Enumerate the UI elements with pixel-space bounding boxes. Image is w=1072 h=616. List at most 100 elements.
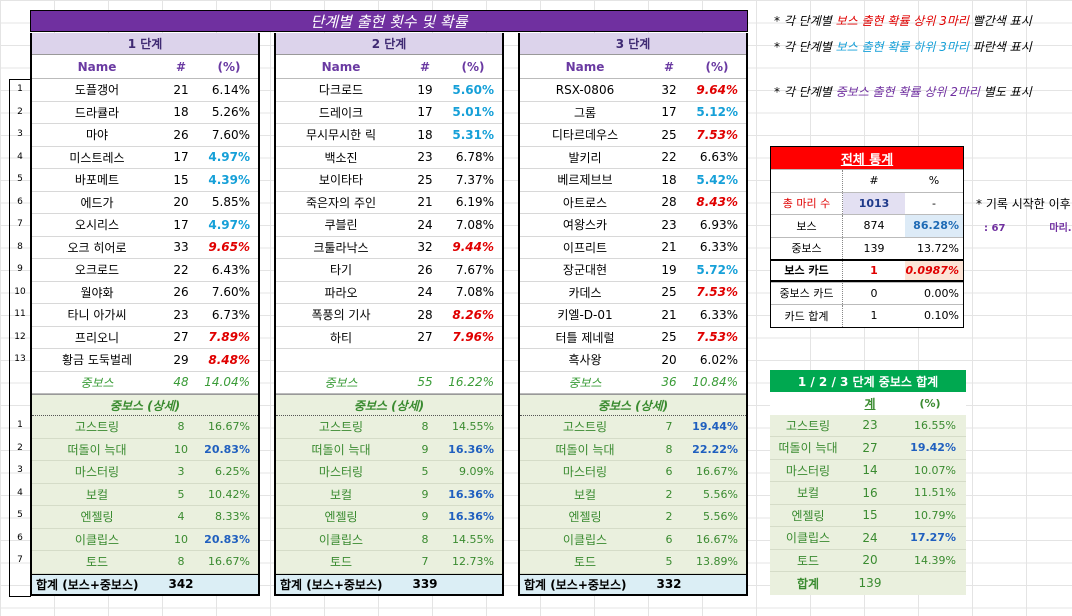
- boss-row[interactable]: 황금 도둑벌레 29 8.48%: [32, 349, 258, 372]
- boss-row[interactable]: 발키리 22 6.63%: [520, 146, 746, 169]
- boss-count: 25: [661, 127, 677, 142]
- midboss-detail-row[interactable]: 고스트링 8 14.55%: [276, 416, 502, 439]
- combined-row[interactable]: 이클립스 24 17.27%: [770, 527, 966, 550]
- boss-row[interactable]: 에드가 20 5.85%: [32, 191, 258, 214]
- boss-row[interactable]: 무시무시한 릭 18 5.31%: [276, 124, 502, 147]
- stats-row: 카드 합계 1 0.10%: [771, 304, 963, 327]
- midboss-detail-row[interactable]: 엔젤링 2 5.56%: [520, 506, 746, 529]
- boss-pct: 5.12%: [696, 105, 738, 120]
- boss-row[interactable]: 파라오 24 7.08%: [276, 281, 502, 304]
- midboss-detail-row[interactable]: 고스트링 8 16.67%: [32, 416, 258, 439]
- col-name-header: Name: [565, 59, 605, 74]
- boss-row[interactable]: 여왕스카 23 6.93%: [520, 214, 746, 237]
- boss-row[interactable]: 카데스 25 7.53%: [520, 281, 746, 304]
- boss-row[interactable]: 장군대현 19 5.72%: [520, 259, 746, 282]
- boss-row[interactable]: 그롬 17 5.12%: [520, 101, 746, 124]
- boss-row[interactable]: 미스트레스 17 4.97%: [32, 146, 258, 169]
- boss-count: 25: [661, 330, 677, 345]
- row-number: 13: [14, 354, 26, 364]
- midboss-detail-row[interactable]: 엔젤링 9 16.36%: [276, 506, 502, 529]
- boss-name: 무시무시한 릭: [305, 128, 377, 143]
- midboss-detail-pct: 16.67%: [696, 532, 738, 546]
- row-number: 1: [17, 84, 23, 94]
- boss-row[interactable]: 크툴라낙스 32 9.44%: [276, 236, 502, 259]
- boss-row[interactable]: 이프리트 21 6.33%: [520, 236, 746, 259]
- row-number: 1: [17, 420, 23, 430]
- boss-count: 17: [173, 150, 189, 165]
- boss-row[interactable]: 다크로드 19 5.60%: [276, 79, 502, 102]
- boss-row[interactable]: 디타르데우스 25 7.53%: [520, 124, 746, 147]
- boss-row[interactable]: 아트로스 28 8.43%: [520, 191, 746, 214]
- boss-name: 터틀 제네럴: [555, 330, 615, 345]
- note-midboss-top: * 각 단계별 중보스 출현 확률 상위 2마리 별도 표시: [774, 85, 1032, 99]
- boss-row[interactable]: 베르제브브 18 5.42%: [520, 169, 746, 192]
- stage-header: 3 단계: [520, 33, 746, 55]
- boss-pct: 4.97%: [208, 217, 250, 232]
- midboss-detail-row[interactable]: 떠돌이 늑대 8 22.22%: [520, 438, 746, 461]
- boss-name: 에드가: [80, 195, 114, 210]
- midboss-name: 엔젤링: [568, 510, 602, 525]
- boss-row[interactable]: 키엘-D-01 21 6.33%: [520, 304, 746, 327]
- midboss-detail-row[interactable]: 토드 7 12.73%: [276, 551, 502, 574]
- boss-row[interactable]: 타기 26 7.67%: [276, 259, 502, 282]
- boss-row[interactable]: 폭풍의 기사 28 8.26%: [276, 304, 502, 327]
- boss-row[interactable]: 바포메트 15 4.39%: [32, 169, 258, 192]
- midboss-detail-row[interactable]: 보컬 2 5.56%: [520, 483, 746, 506]
- midboss-detail-row[interactable]: 이클립스 10 20.83%: [32, 528, 258, 551]
- midboss-detail-row[interactable]: 떠돌이 늑대 10 20.83%: [32, 438, 258, 461]
- boss-pct: 6.93%: [699, 217, 738, 232]
- midboss-detail-row[interactable]: 보컬 9 16.36%: [276, 483, 502, 506]
- combined-row[interactable]: 떠돌이 늑대 27 19.42%: [770, 437, 966, 460]
- boss-row[interactable]: 마야 26 7.60%: [32, 124, 258, 147]
- boss-pct: 7.08%: [455, 217, 494, 232]
- midboss-detail-row[interactable]: 보컬 5 10.42%: [32, 483, 258, 506]
- combined-row[interactable]: 보컬 16 11.51%: [770, 482, 966, 505]
- midboss-detail-row[interactable]: 떠돌이 늑대 9 16.36%: [276, 438, 502, 461]
- boss-row[interactable]: 흑사왕 20 6.02%: [520, 349, 746, 372]
- col-pct-header: (%): [705, 59, 729, 74]
- boss-name: 다크로드: [318, 83, 364, 98]
- combined-row[interactable]: 마스터링 14 10.07%: [770, 459, 966, 482]
- boss-row[interactable]: [276, 349, 502, 372]
- midboss-pct: 14.04%: [204, 375, 250, 390]
- row-number: 3: [17, 129, 23, 139]
- midboss-detail-row[interactable]: 마스터링 6 16.67%: [520, 461, 746, 484]
- midboss-detail-row[interactable]: 토드 5 13.89%: [520, 551, 746, 574]
- boss-row[interactable]: 백소진 23 6.78%: [276, 146, 502, 169]
- midboss-detail-header: 중보스 (상세): [276, 394, 502, 416]
- midboss-name: 토드: [329, 555, 353, 570]
- boss-row[interactable]: 죽은자의 주인 21 6.19%: [276, 191, 502, 214]
- boss-row[interactable]: 보이타타 25 7.37%: [276, 169, 502, 192]
- boss-row[interactable]: 오시리스 17 4.97%: [32, 214, 258, 237]
- midboss-detail-row[interactable]: 고스트링 7 19.44%: [520, 416, 746, 439]
- midboss-detail-row[interactable]: 토드 8 16.67%: [32, 551, 258, 574]
- boss-row[interactable]: 드라큘라 18 5.26%: [32, 101, 258, 124]
- boss-row[interactable]: 오크 히어로 33 9.65%: [32, 236, 258, 259]
- boss-name: 드레이크: [318, 105, 364, 120]
- midboss-name: 떠돌이 늑대: [555, 442, 615, 457]
- midboss-detail-row[interactable]: 엔젤링 4 8.33%: [32, 506, 258, 529]
- boss-row[interactable]: RSX-0806 32 9.64%: [520, 79, 746, 102]
- boss-row[interactable]: 쿠블린 24 7.08%: [276, 214, 502, 237]
- midboss-detail-row[interactable]: 마스터링 5 9.09%: [276, 461, 502, 484]
- midboss-detail-header: 중보스 (상세): [32, 394, 258, 416]
- boss-row[interactable]: 타니 아가씨 23 6.73%: [32, 304, 258, 327]
- combined-row[interactable]: 토드 20 14.39%: [770, 549, 966, 572]
- midboss-detail-row[interactable]: 마스터링 3 6.25%: [32, 461, 258, 484]
- midboss-detail-pct: 16.67%: [696, 465, 738, 479]
- boss-name: 오시리스: [74, 218, 120, 233]
- midboss-detail-row[interactable]: 이클립스 8 14.55%: [276, 528, 502, 551]
- combined-count: 23: [862, 418, 878, 433]
- boss-row[interactable]: 드레이크 17 5.01%: [276, 101, 502, 124]
- stats-label: 총 마리 수: [771, 192, 843, 214]
- boss-row[interactable]: 월야화 26 7.60%: [32, 281, 258, 304]
- boss-row[interactable]: 도플갱어 21 6.14%: [32, 79, 258, 102]
- combined-row[interactable]: 엔젤링 15 10.79%: [770, 504, 966, 527]
- boss-row[interactable]: 오크로드 22 6.43%: [32, 259, 258, 282]
- boss-row[interactable]: 프리오니 27 7.89%: [32, 326, 258, 349]
- midboss-detail-row[interactable]: 이클립스 6 16.67%: [520, 528, 746, 551]
- combined-row[interactable]: 고스트링 23 16.55%: [770, 414, 966, 437]
- boss-name: 프리오니: [74, 330, 120, 345]
- boss-row[interactable]: 터틀 제네럴 25 7.53%: [520, 326, 746, 349]
- boss-row[interactable]: 하티 27 7.96%: [276, 326, 502, 349]
